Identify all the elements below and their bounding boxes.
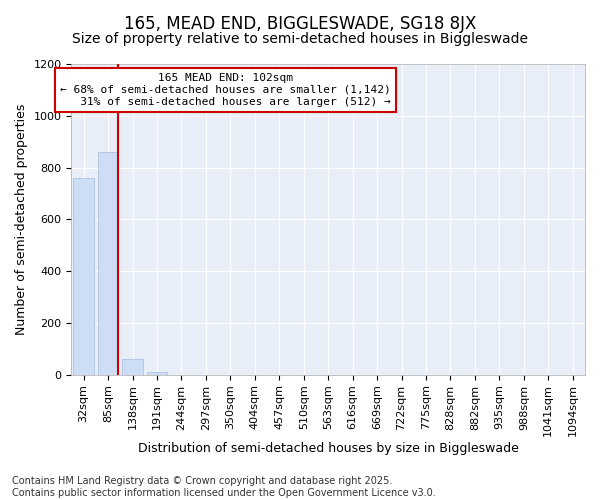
Text: Size of property relative to semi-detached houses in Biggleswade: Size of property relative to semi-detach… [72, 32, 528, 46]
Bar [98, 152, 118, 374]
Text: 165, MEAD END, BIGGLESWADE, SG18 8JX: 165, MEAD END, BIGGLESWADE, SG18 8JX [124, 15, 476, 33]
Bar [73, 178, 94, 374]
Bar [146, 372, 167, 374]
Text: 165 MEAD END: 102sqm
← 68% of semi-detached houses are smaller (1,142)
   31% of: 165 MEAD END: 102sqm ← 68% of semi-detac… [60, 74, 391, 106]
Text: Contains HM Land Registry data © Crown copyright and database right 2025.
Contai: Contains HM Land Registry data © Crown c… [12, 476, 436, 498]
X-axis label: Distribution of semi-detached houses by size in Biggleswade: Distribution of semi-detached houses by … [138, 442, 518, 455]
Bar [122, 359, 143, 374]
Y-axis label: Number of semi-detached properties: Number of semi-detached properties [15, 104, 28, 335]
